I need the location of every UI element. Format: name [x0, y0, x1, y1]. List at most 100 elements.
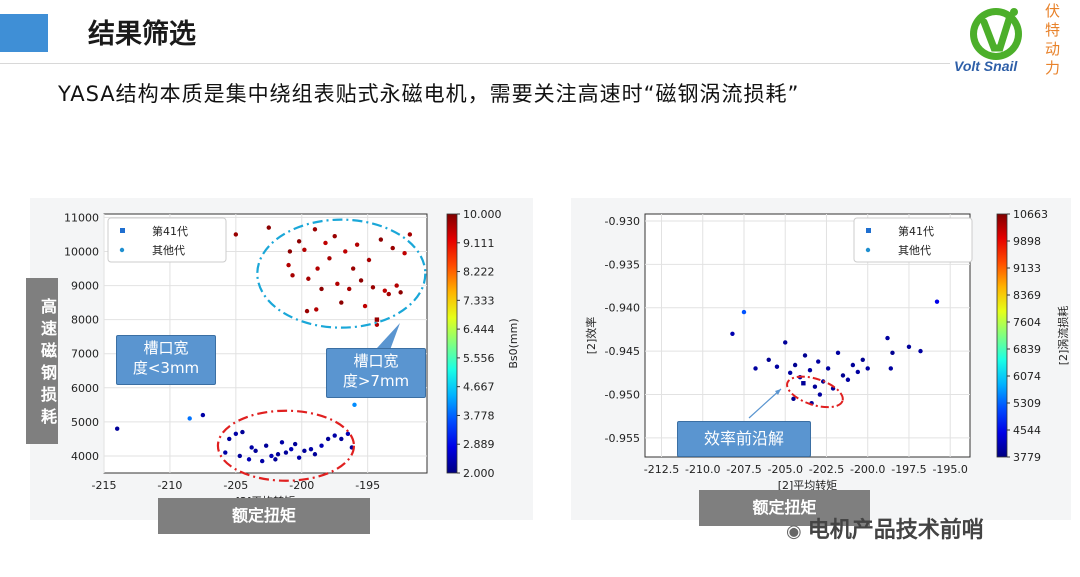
legend-label-other: 其他代 [898, 244, 931, 257]
data-point [774, 364, 780, 369]
efficiency-front-highlight [786, 375, 844, 409]
data-point [791, 396, 796, 402]
y-tick-label: -0.935 [605, 258, 640, 271]
colorbar-tick-label: 6074 [1013, 370, 1041, 383]
data-point [275, 452, 281, 457]
data-point [323, 240, 328, 246]
callout-front-arrow [748, 388, 782, 419]
data-point [302, 247, 307, 252]
volt-snail-logo: Volt Snail [954, 8, 1022, 74]
colorbar-tick-label: 7604 [1013, 316, 1041, 329]
data-point [249, 445, 254, 450]
colorbar-tick-label: 8.222 [463, 266, 495, 279]
colorbar-tick-label: 7.333 [463, 294, 495, 307]
colorbar-tick-label: 9.111 [463, 237, 495, 250]
data-point [366, 257, 372, 263]
legend-label-gen41: 第41代 [152, 224, 188, 238]
data-point [246, 457, 252, 462]
x-tick-label: -202.5 [809, 463, 844, 476]
data-point [325, 436, 331, 442]
data-point [906, 344, 912, 349]
data-point [766, 357, 771, 362]
colorbar-tick-label: 4544 [1013, 424, 1041, 437]
data-point [339, 436, 344, 442]
colorbar-tick-label: 5.556 [463, 352, 495, 365]
data-point [289, 446, 294, 452]
legend-marker-gen41 [120, 228, 125, 233]
x-tick-label: -210 [157, 479, 182, 492]
y-tick-label: 4000 [71, 450, 99, 463]
data-point [315, 266, 320, 271]
data-point [283, 450, 289, 455]
data-point [816, 359, 821, 364]
data-point [825, 366, 831, 371]
x-tick-label: -212.5 [644, 463, 679, 476]
legend-marker-gen41 [866, 228, 871, 233]
x-tick-label: -195 [355, 479, 380, 492]
data-point [730, 331, 735, 336]
data-point [296, 239, 302, 244]
data-point [860, 357, 865, 362]
page-title: 结果筛选 [88, 19, 196, 50]
efficiency-scatter-chart: -212.5 -210.0 -207.5 -205.0 -202.5 -200.0 -197… [584, 208, 1070, 492]
colorbar-tick-label: 3.778 [463, 409, 495, 422]
colorbar-tick-label: 2.000 [463, 467, 495, 480]
brand-vertical-text: 伏特动力 [1045, 2, 1061, 77]
wechat-icon: ◉ [786, 521, 802, 542]
data-point [358, 278, 364, 283]
data-point [253, 448, 258, 454]
data-point [200, 412, 206, 418]
x-tick-label: -215 [92, 479, 117, 492]
x-tick-label: -197.5 [891, 463, 926, 476]
y-tick-label: -0.955 [605, 432, 640, 445]
colorbar-tick-label: 2.889 [463, 438, 495, 451]
data-point [885, 335, 890, 341]
data-point [362, 303, 368, 309]
data-point [260, 458, 265, 464]
data-point [314, 307, 319, 312]
legend-label-gen41: 第41代 [898, 224, 934, 238]
callout-front-arrowhead [775, 389, 781, 395]
data-point [812, 384, 818, 389]
y-axis-label-box: 高速磁钢损耗 [26, 278, 58, 444]
data-point [312, 227, 318, 232]
data-point [296, 455, 302, 460]
data-point [335, 281, 340, 287]
data-point [233, 431, 239, 437]
colorbar-tick-label: 8369 [1013, 289, 1041, 302]
data-point [402, 250, 407, 256]
data-point [312, 452, 318, 457]
colorbar-tick-label: 6839 [1013, 343, 1041, 356]
data-point [888, 366, 894, 371]
callout-wide-slot: 槽口宽 度>7mm [326, 348, 426, 398]
data-point [390, 245, 395, 251]
left-x-label-box: 额定扭矩 [158, 498, 370, 534]
page-subtitle: YASA结构本质是集中绕组表贴式永磁电机，需要关注高速时“磁钢涡流损耗” [58, 82, 800, 106]
colorbar [446, 213, 458, 474]
data-point [240, 429, 245, 435]
data-point [741, 309, 747, 315]
data-point [378, 237, 384, 242]
data-point [332, 233, 337, 239]
data-point [306, 276, 311, 281]
x-tick-label: -207.5 [726, 463, 761, 476]
data-point [279, 440, 285, 445]
data-point [308, 446, 314, 452]
data-point [347, 286, 352, 292]
y-tick-label: 6000 [71, 382, 99, 395]
wide-slot-highlight [256, 218, 427, 329]
y-tick-label: 8000 [71, 314, 99, 327]
logo-text: Volt Snail [954, 58, 1018, 74]
y-tick-label: -0.950 [605, 389, 640, 402]
data-point [753, 366, 758, 371]
data-point-gen41 [801, 381, 806, 386]
y-tick-label: 11000 [64, 211, 99, 224]
data-point [286, 262, 291, 268]
legend-marker-other [119, 247, 125, 253]
data-point [835, 350, 841, 356]
colorbar-tick-label: 4.667 [463, 381, 495, 394]
x-tick-label: -205 [223, 479, 248, 492]
x-axis-label: [2]平均转矩 [778, 478, 838, 492]
callout-efficiency-front: 效率前沿解 [677, 421, 811, 457]
data-point [266, 225, 271, 230]
